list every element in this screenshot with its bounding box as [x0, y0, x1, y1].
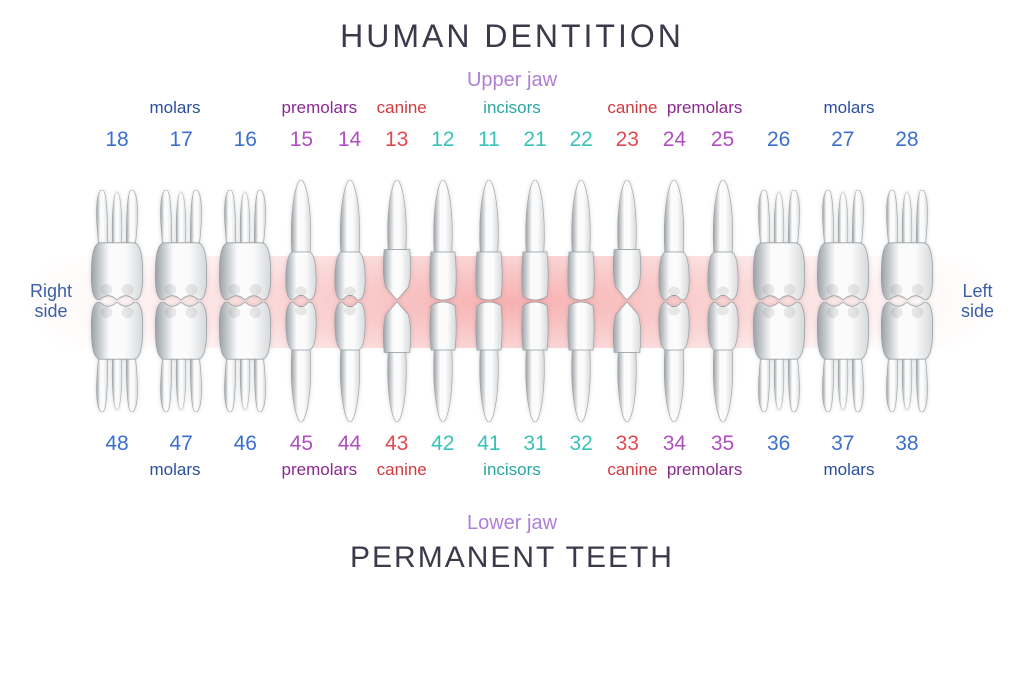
tooth-14 — [329, 180, 371, 300]
dentition-stage: Right side Left side molars premolars cani… — [0, 98, 1024, 498]
tooth-type-group-premolar: premolars — [277, 460, 361, 480]
tooth-32 — [561, 302, 601, 422]
tooth-type-group-incisor: incisors — [432, 460, 592, 480]
tooth-number-48: 48 — [88, 432, 146, 456]
tooth-24 — [653, 180, 695, 300]
tooth-number-16: 16 — [216, 128, 274, 152]
upper-type-row: molars premolars canine incisors canine premo… — [88, 98, 936, 118]
tooth-number-32: 32 — [561, 432, 601, 456]
tooth-46 — [216, 302, 274, 412]
upper-jaw-label: Upper jaw — [0, 69, 1024, 92]
tooth-13 — [377, 180, 417, 300]
tooth-number-34: 34 — [653, 432, 695, 456]
tooth-38 — [878, 302, 936, 412]
tooth-number-45: 45 — [280, 432, 322, 456]
tooth-34 — [653, 302, 695, 422]
tooth-15 — [280, 180, 322, 300]
tooth-number-28: 28 — [878, 128, 936, 152]
tooth-type-group-premolar: premolars — [663, 98, 747, 118]
upper-number-row: 18171615 1413121121222324 25262728 — [88, 128, 936, 152]
tooth-type-group-canine: canine — [607, 460, 647, 480]
tooth-type-group-molar: molars — [88, 98, 262, 118]
tooth-number-42: 42 — [423, 432, 463, 456]
lower-number-row: 48474645 4443424131323334 35363738 — [88, 432, 936, 456]
tooth-number-31: 31 — [515, 432, 555, 456]
tooth-18 — [88, 190, 146, 300]
tooth-26 — [750, 190, 808, 300]
tooth-type-group-molar: molars — [762, 98, 936, 118]
tooth-27 — [814, 190, 872, 300]
tooth-number-43: 43 — [377, 432, 417, 456]
tooth-11 — [469, 180, 509, 300]
tooth-number-35: 35 — [702, 432, 744, 456]
lower-type-row: molars premolars canine incisors canine premo… — [88, 460, 936, 480]
tooth-number-38: 38 — [878, 432, 936, 456]
tooth-type-group-molar: molars — [762, 460, 936, 480]
title-bottom: PERMANENT TEETH — [0, 541, 1024, 575]
tooth-37 — [814, 302, 872, 412]
tooth-number-44: 44 — [329, 432, 371, 456]
tooth-number-24: 24 — [653, 128, 695, 152]
upper-teeth-row — [88, 180, 936, 300]
tooth-number-18: 18 — [88, 128, 146, 152]
tooth-45 — [280, 302, 322, 422]
tooth-12 — [423, 180, 463, 300]
tooth-number-23: 23 — [607, 128, 647, 152]
tooth-number-11: 11 — [469, 128, 509, 152]
tooth-number-46: 46 — [216, 432, 274, 456]
tooth-number-27: 27 — [814, 128, 872, 152]
tooth-type-group-molar: molars — [88, 460, 262, 480]
tooth-type-group-canine: canine — [377, 98, 417, 118]
tooth-number-26: 26 — [750, 128, 808, 152]
tooth-48 — [88, 302, 146, 412]
tooth-type-group-canine: canine — [607, 98, 647, 118]
tooth-28 — [878, 190, 936, 300]
tooth-number-47: 47 — [152, 432, 210, 456]
tooth-number-36: 36 — [750, 432, 808, 456]
tooth-17 — [152, 190, 210, 300]
tooth-number-12: 12 — [423, 128, 463, 152]
tooth-36 — [750, 302, 808, 412]
tooth-41 — [469, 302, 509, 422]
tooth-number-17: 17 — [152, 128, 210, 152]
tooth-number-13: 13 — [377, 128, 417, 152]
tooth-type-group-canine: canine — [377, 460, 417, 480]
tooth-44 — [329, 302, 371, 422]
tooth-22 — [561, 180, 601, 300]
tooth-number-25: 25 — [702, 128, 744, 152]
tooth-number-37: 37 — [814, 432, 872, 456]
left-side-label: Left side — [961, 282, 994, 322]
tooth-47 — [152, 302, 210, 412]
lower-jaw-label: Lower jaw — [0, 512, 1024, 535]
tooth-42 — [423, 302, 463, 422]
tooth-type-group-premolar: premolars — [663, 460, 747, 480]
tooth-number-15: 15 — [280, 128, 322, 152]
tooth-type-group-incisor: incisors — [432, 98, 592, 118]
tooth-number-33: 33 — [607, 432, 647, 456]
tooth-23 — [607, 180, 647, 300]
tooth-type-group-premolar: premolars — [277, 98, 361, 118]
tooth-number-22: 22 — [561, 128, 601, 152]
tooth-number-14: 14 — [329, 128, 371, 152]
right-side-label: Right side — [30, 282, 72, 322]
tooth-25 — [702, 180, 744, 300]
tooth-number-21: 21 — [515, 128, 555, 152]
lower-teeth-row — [88, 302, 936, 422]
tooth-16 — [216, 190, 274, 300]
tooth-43 — [377, 302, 417, 422]
title-top: HUMAN DENTITION — [0, 18, 1024, 55]
tooth-21 — [515, 180, 555, 300]
tooth-31 — [515, 302, 555, 422]
tooth-35 — [702, 302, 744, 422]
tooth-number-41: 41 — [469, 432, 509, 456]
tooth-33 — [607, 302, 647, 422]
